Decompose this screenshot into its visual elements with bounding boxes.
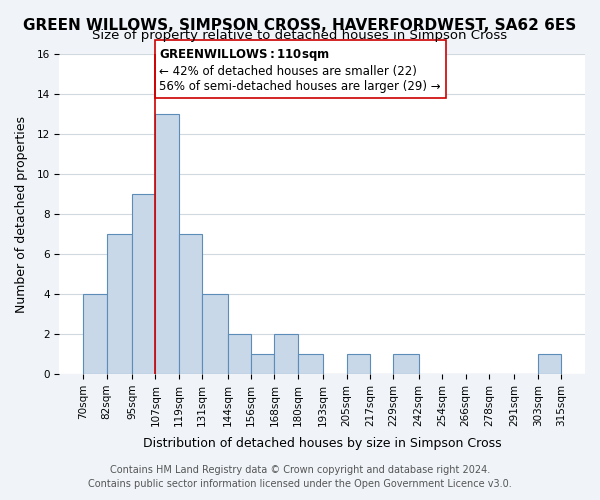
Bar: [227, 334, 251, 374]
Bar: [251, 354, 274, 374]
Bar: [83, 294, 107, 374]
Bar: [274, 334, 298, 374]
Bar: [202, 294, 227, 374]
Text: GREEN WILLOWS, SIMPSON CROSS, HAVERFORDWEST, SA62 6ES: GREEN WILLOWS, SIMPSON CROSS, HAVERFORDW…: [23, 18, 577, 32]
Bar: [107, 234, 132, 374]
Bar: [394, 354, 419, 374]
X-axis label: Distribution of detached houses by size in Simpson Cross: Distribution of detached houses by size …: [143, 437, 502, 450]
Bar: [347, 354, 370, 374]
Text: Contains HM Land Registry data © Crown copyright and database right 2024.
Contai: Contains HM Land Registry data © Crown c…: [88, 465, 512, 489]
Bar: [179, 234, 202, 374]
Bar: [298, 354, 323, 374]
Text: $\bf{GREEN WILLOWS: 110sqm}$
← 42% of detached houses are smaller (22)
56% of se: $\bf{GREEN WILLOWS: 110sqm}$ ← 42% of de…: [159, 47, 441, 93]
Bar: [155, 114, 179, 374]
Bar: [132, 194, 155, 374]
Y-axis label: Number of detached properties: Number of detached properties: [15, 116, 28, 312]
Bar: [538, 354, 561, 374]
Text: Size of property relative to detached houses in Simpson Cross: Size of property relative to detached ho…: [92, 29, 508, 42]
